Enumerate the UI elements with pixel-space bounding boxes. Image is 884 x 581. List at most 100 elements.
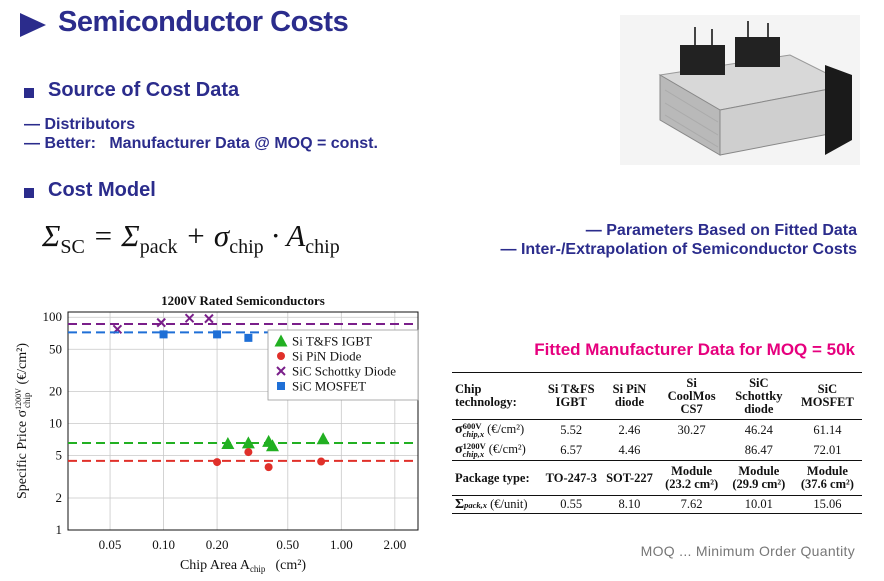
y-label-sub: chip bbox=[22, 392, 32, 408]
y-label-unit: (€/cm²) bbox=[15, 343, 30, 385]
marker bbox=[276, 366, 286, 376]
table-row: σ 600V chip,x (€/cm²) 5.52 2.46 30.27 46.24 61.1… bbox=[452, 420, 862, 441]
formula-subscript: SC bbox=[60, 236, 85, 259]
table-cell: 4.46 bbox=[600, 440, 659, 461]
label-indices: pack,x bbox=[464, 500, 488, 511]
data-table: Chip technology: Si T&FS IGBT Si PiN diode… bbox=[452, 372, 862, 514]
x-tick-label: 0.50 bbox=[276, 537, 299, 552]
label-superscript: 600V bbox=[462, 421, 482, 431]
y-axis-label: Specific Price σ1200Vchip (€/cm²) bbox=[14, 343, 32, 499]
x-axis-label: Chip Area Achip (cm²) bbox=[180, 558, 306, 574]
y-tick-label: 20 bbox=[49, 384, 62, 399]
table-row: Package type: TO-247-3 SOT-227 Module (23.2… bbox=[452, 460, 862, 496]
header-cell: Si T&FS IGBT bbox=[541, 372, 601, 420]
bullet-item: — Distributors bbox=[24, 116, 136, 133]
row-label: Package type: bbox=[452, 460, 542, 496]
legend-entry: Si PiN Diode bbox=[277, 349, 362, 364]
row-label: σ 1200V chip,x (€/cm²) bbox=[452, 440, 542, 461]
table-cell: Module (37.6 cm²) bbox=[792, 460, 862, 496]
formula-symbol: Σ bbox=[42, 218, 61, 253]
label-indices: 1200V chip,x bbox=[462, 441, 486, 459]
module-photo bbox=[620, 15, 860, 165]
formula-symbol: = Σ bbox=[84, 218, 140, 253]
formula-subscript: chip bbox=[229, 236, 264, 259]
marker bbox=[204, 313, 214, 324]
table-cell: TO-247-3 bbox=[541, 460, 601, 496]
table-cell: SOT-227 bbox=[600, 460, 659, 496]
legend-entry: Si T&FS IGBT bbox=[274, 334, 372, 349]
bullet-item: — Better: Manufacturer Data @ MOQ = cons… bbox=[24, 135, 378, 152]
label-superscript: 1200V bbox=[462, 441, 486, 451]
y-tick-label: 2 bbox=[56, 490, 63, 505]
table-cell: 61.14 bbox=[813, 422, 842, 437]
table-cell: 15.06 bbox=[792, 495, 862, 514]
label-subscript: chip,x bbox=[462, 429, 485, 439]
header-cell: SiC MOSFET bbox=[792, 372, 862, 420]
plot-frame bbox=[67, 311, 419, 531]
bullet-heading: Cost Model bbox=[48, 179, 156, 201]
y-tick-label: 100 bbox=[43, 309, 63, 324]
label-subscript: pack,x bbox=[464, 500, 488, 511]
legend-label: SiC Schottky Diode bbox=[292, 364, 396, 379]
label-unit: (€/cm²) bbox=[487, 421, 525, 436]
table-cell: 2.46 bbox=[618, 422, 641, 437]
chart: 1200V Rated Semiconductors 1 2 5 10 20 50 100 0… bbox=[14, 293, 419, 574]
bullet-heading: Source of Cost Data bbox=[48, 79, 240, 101]
marker bbox=[264, 463, 273, 472]
marker bbox=[244, 333, 253, 342]
label-symbol: Σ bbox=[455, 497, 465, 512]
table-cell: 6.57 bbox=[541, 440, 601, 461]
formula-subscript: chip bbox=[305, 236, 340, 259]
bullet bbox=[24, 88, 34, 98]
y-tick-label: 1 bbox=[56, 522, 63, 537]
marker bbox=[274, 334, 288, 347]
x-tick-label: 1.00 bbox=[330, 537, 353, 552]
header-cell: Si CoolMos CS7 bbox=[658, 372, 725, 420]
table-cell bbox=[658, 440, 725, 461]
marker bbox=[213, 458, 222, 467]
marker bbox=[241, 436, 255, 449]
marker bbox=[316, 432, 330, 445]
chart-title: 1200V Rated Semiconductors bbox=[161, 293, 325, 308]
marker bbox=[213, 330, 222, 339]
bullet bbox=[24, 188, 34, 198]
table-cell: 86.47 bbox=[724, 440, 793, 461]
header-cell: Si PiN diode bbox=[600, 372, 659, 420]
formula-symbol: · A bbox=[263, 218, 306, 253]
x-label-sub: chip bbox=[250, 564, 266, 574]
cost-formula: ΣSC = Σpack + σchip · Achip bbox=[42, 218, 340, 259]
label-subscript: chip,x bbox=[462, 449, 485, 459]
marker bbox=[265, 439, 279, 452]
label-symbol: σ bbox=[455, 421, 463, 437]
table-cell: 7.62 bbox=[658, 495, 725, 514]
table-cell: 30.27 bbox=[677, 422, 706, 437]
marker bbox=[277, 352, 285, 360]
table-title: Fitted Manufacturer Data for MOQ = 50k bbox=[534, 340, 855, 359]
y-label-sup: 1200V bbox=[14, 388, 23, 410]
x-tick-label: 0.05 bbox=[99, 537, 122, 552]
table-cell: 5.52 bbox=[560, 422, 583, 437]
label-unit: (€/unit) bbox=[490, 497, 528, 511]
marker bbox=[317, 457, 326, 466]
table-row: σ 1200V chip,x (€/cm²) 6.57 4.46 86.47 72.01 bbox=[452, 440, 862, 461]
label-symbol: σ bbox=[455, 441, 463, 457]
label-indices: 600V chip,x bbox=[462, 421, 485, 439]
legend-entry: SiC Schottky Diode bbox=[276, 364, 396, 379]
legend-label: SiC MOSFET bbox=[292, 379, 366, 394]
table-cell: Module (23.2 cm²) bbox=[658, 460, 725, 496]
note: — Inter-/Extrapolation of Semiconductor … bbox=[500, 241, 857, 258]
marker bbox=[277, 382, 285, 390]
y-tick-label: 50 bbox=[49, 341, 62, 356]
header-cell: SiC Schottky diode bbox=[724, 372, 793, 420]
marker bbox=[156, 317, 166, 328]
x-tick-label: 0.20 bbox=[206, 537, 229, 552]
marker bbox=[244, 448, 253, 457]
legend-label: Si PiN Diode bbox=[292, 349, 362, 364]
x-label-text: Chip Area A bbox=[180, 558, 251, 573]
table-header-row: Chip technology: Si T&FS IGBT Si PiN diode… bbox=[452, 372, 862, 420]
legend-entry: SiC MOSFET bbox=[277, 379, 366, 394]
table-cell: 10.01 bbox=[724, 495, 793, 514]
